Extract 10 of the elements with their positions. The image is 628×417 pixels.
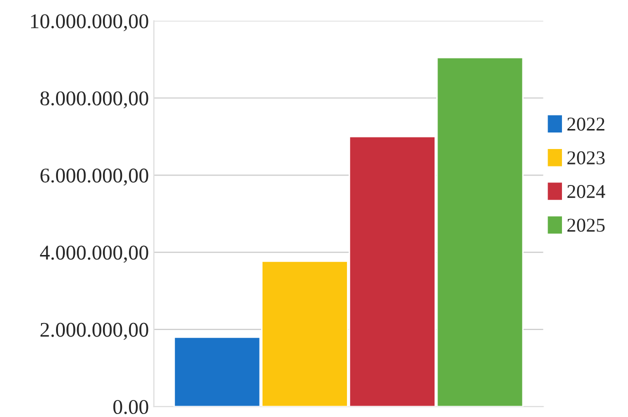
- y-tick-label: 6.000.000,00: [40, 168, 148, 186]
- legend-label: 2025: [567, 218, 605, 232]
- y-tick-label: 10.000.000,00: [31, 14, 148, 32]
- legend-label: 2024: [567, 184, 606, 198]
- y-tick-label: 2.000.000,00: [40, 322, 148, 340]
- legend-label: 2022: [567, 118, 604, 131]
- legend-label: 2023: [567, 151, 605, 164]
- y-tick-label: 4.000.000,00: [40, 246, 148, 263]
- y-tick-label: 8.000.000,00: [40, 91, 148, 108]
- y-tick-label: 0.00: [113, 400, 148, 414]
